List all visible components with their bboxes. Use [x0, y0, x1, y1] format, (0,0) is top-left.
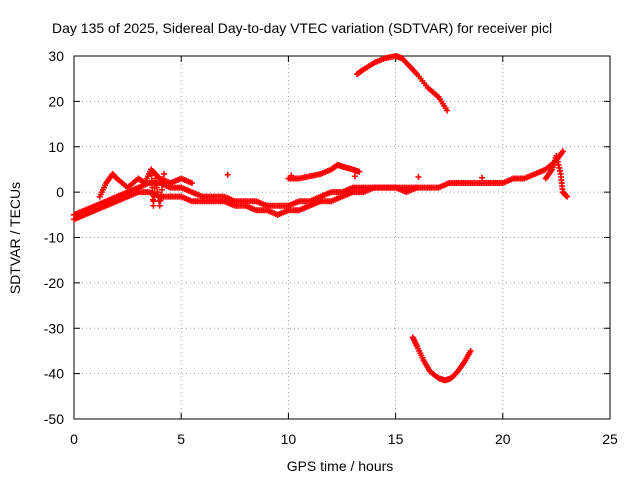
x-tick-labels: 0 5 10 15 20 25	[70, 431, 618, 447]
x-tick-label: 0	[70, 431, 78, 447]
x-axis-label: GPS time / hours	[287, 458, 394, 474]
y-tick-label: -20	[44, 275, 64, 291]
data-point	[351, 173, 358, 180]
data-point	[148, 166, 155, 173]
y-axis-label: SDTVAR / TECUs	[7, 182, 23, 294]
y-tick-labels: 30 20 10 0 -10 -20 -30 -40 -50	[44, 48, 64, 427]
data-point	[356, 168, 363, 175]
x-tick-label: 15	[388, 431, 404, 447]
chart-title: Day 135 of 2025, Sidereal Day-to-day VTE…	[52, 20, 552, 36]
data-point	[160, 176, 167, 183]
data-point	[158, 192, 165, 199]
x-tick-label: 25	[602, 431, 618, 447]
data-point	[148, 178, 155, 185]
y-tick-label: -30	[44, 320, 64, 336]
data-point	[444, 107, 451, 114]
data-point	[479, 174, 486, 181]
data-point	[224, 171, 231, 178]
x-tick-label: 20	[495, 431, 511, 447]
data-point	[161, 170, 168, 177]
data-point	[159, 181, 166, 188]
data-point	[157, 197, 164, 204]
data-point	[188, 180, 195, 187]
data-points	[71, 53, 571, 384]
x-tick-label: 10	[281, 431, 297, 447]
data-point	[467, 347, 474, 354]
series-spikes	[148, 152, 571, 209]
series-arc-upper	[285, 161, 363, 182]
series-lower-band	[71, 184, 421, 223]
data-point	[148, 172, 155, 179]
y-tick-label: -50	[44, 411, 64, 427]
grid-lines	[74, 56, 610, 419]
data-point	[559, 148, 566, 155]
y-tick-label: -40	[44, 366, 64, 382]
data-point	[414, 184, 421, 191]
y-tick-label: -10	[44, 230, 64, 246]
data-point	[415, 174, 422, 180]
data-point	[564, 193, 571, 200]
data-point	[158, 186, 165, 193]
y-tick-label: 20	[48, 93, 64, 109]
y-tick-label: 10	[48, 139, 64, 155]
series-high-arc	[354, 53, 451, 114]
y-tick-label: 0	[56, 184, 64, 200]
x-tick-label: 5	[177, 431, 185, 447]
series-low-arc	[409, 334, 474, 384]
data-point	[156, 202, 163, 209]
y-tick-label: 30	[48, 48, 64, 64]
